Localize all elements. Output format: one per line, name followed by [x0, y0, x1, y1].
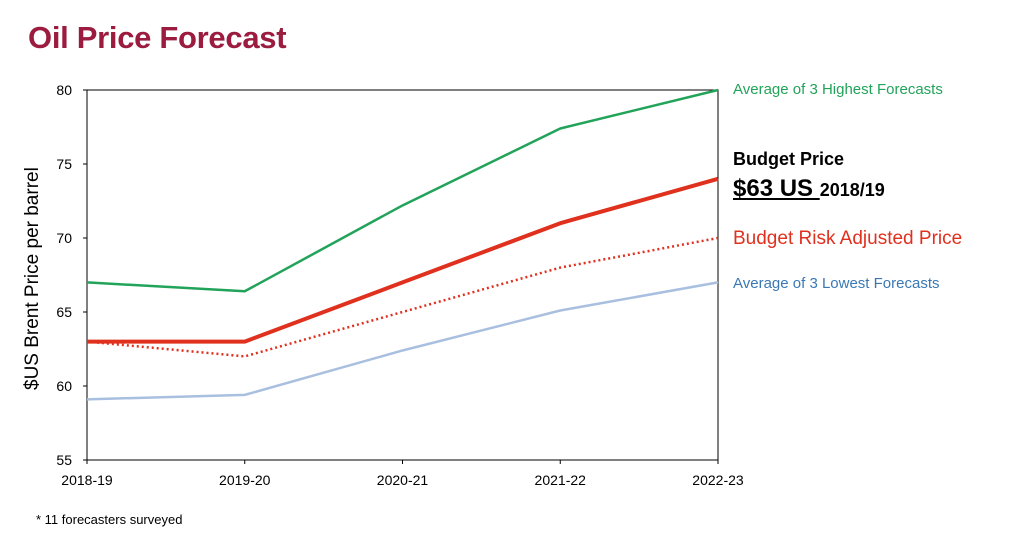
budget-price-value: $63 US 2018/19	[733, 175, 885, 203]
y-tick-label: 70	[56, 230, 72, 246]
legend-risk-adjusted: Budget Risk Adjusted Price	[733, 228, 963, 249]
y-tick-label: 80	[56, 82, 72, 98]
legend-low-forecasts: Average of 3 Lowest Forecasts	[733, 275, 940, 292]
x-tick-label: 2019-20	[219, 472, 271, 488]
series-lines	[86, 88, 719, 401]
series-line-low	[86, 281, 719, 401]
legend-high-forecasts: Average of 3 Highest Forecasts	[733, 81, 943, 98]
y-axis-ticks: 55 60 65 70 75 80	[56, 82, 87, 468]
plot-frame	[86, 89, 719, 461]
x-tick-label: 2021-22	[535, 472, 587, 488]
footnote: * 11 forecasters surveyed	[36, 512, 183, 527]
series-line-high	[86, 88, 719, 293]
y-tick-label: 60	[56, 378, 72, 394]
y-tick-label: 55	[56, 452, 72, 468]
y-tick-label: 75	[56, 156, 72, 172]
y-tick-label: 65	[56, 304, 72, 320]
x-tick-label: 2022-23	[692, 472, 744, 488]
x-tick-label: 2020-21	[377, 472, 429, 488]
budget-price-amount: $63 US	[733, 175, 820, 202]
budget-price-year: 2018/19	[819, 180, 885, 200]
series-line-budget	[87, 176, 719, 344]
x-tick-label: 2018-19	[61, 472, 113, 488]
series-line-risk	[86, 236, 719, 358]
x-axis-ticks: 2018-19 2019-20 2020-21 2021-22 2022-23	[61, 460, 744, 488]
chart-title: Oil Price Forecast	[28, 20, 287, 55]
budget-price-label: Budget Price	[733, 149, 845, 169]
